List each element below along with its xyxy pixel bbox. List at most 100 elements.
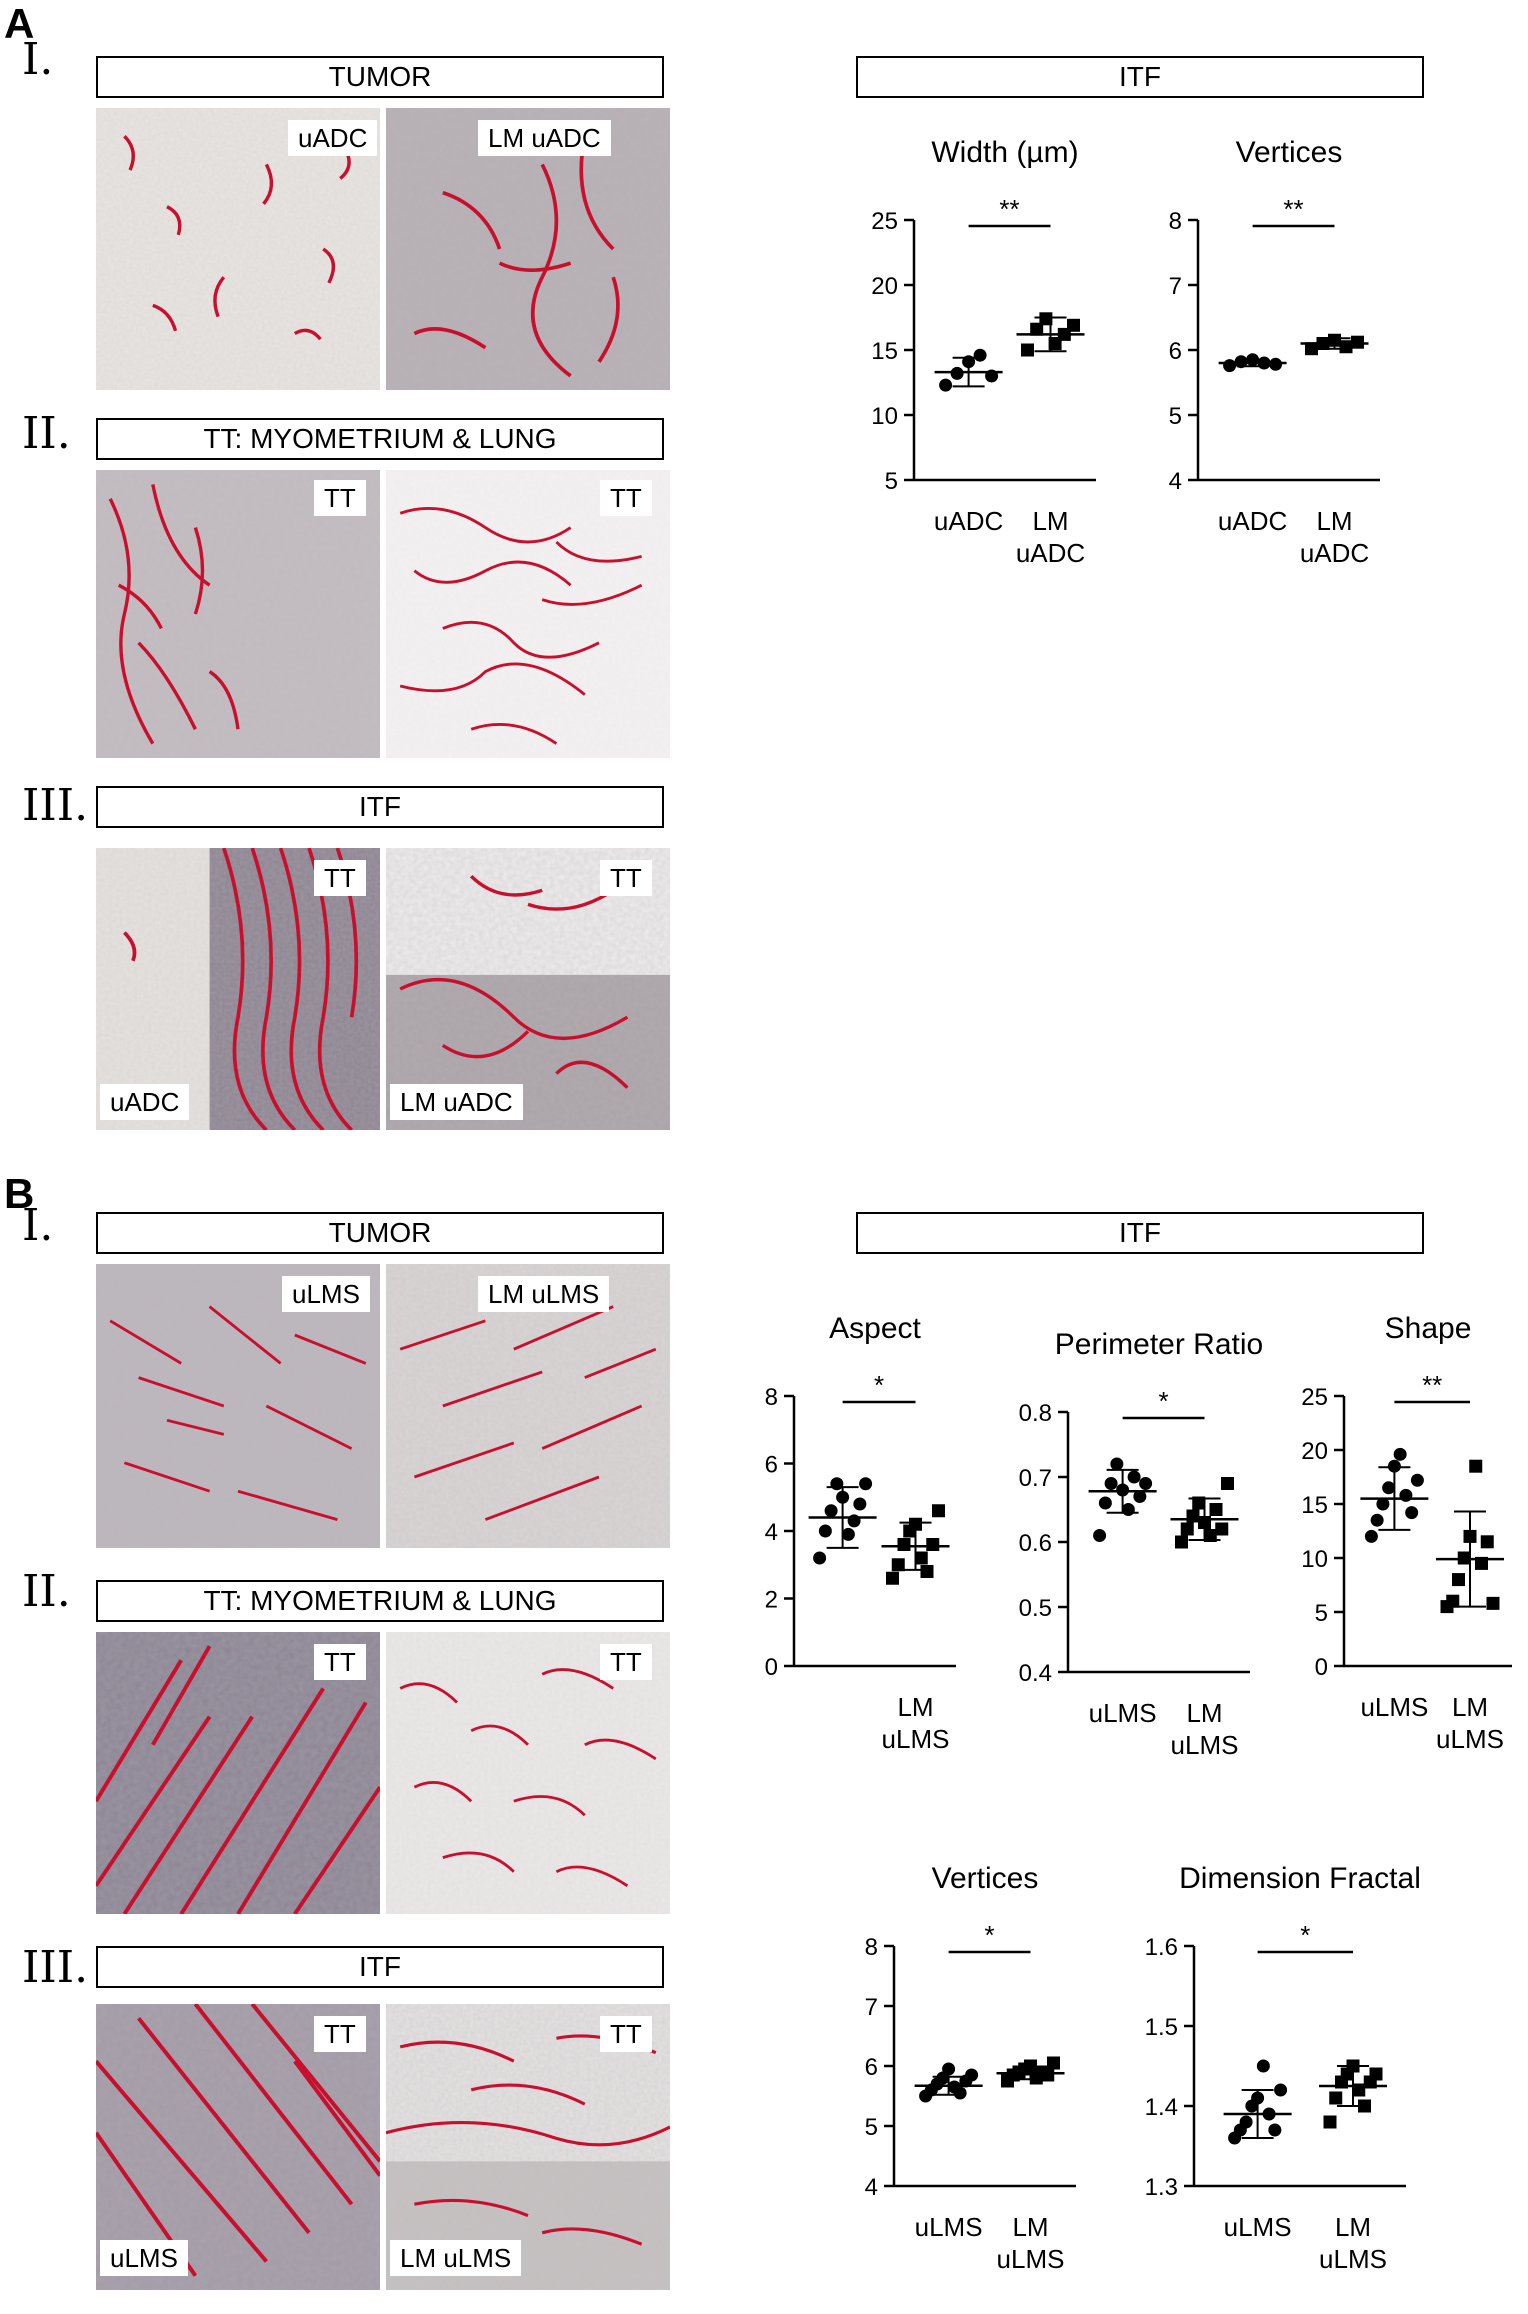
x-category-label: uLMS: [915, 2212, 983, 2242]
x-category-label: uLMS: [1436, 1724, 1504, 1754]
data-point: [1024, 2059, 1037, 2073]
row-header-tt: TT: MYOMETRIUM & LUNG: [96, 418, 664, 460]
data-point: [1133, 1490, 1147, 1503]
data-point: [942, 2062, 956, 2076]
data-point: [1469, 1459, 1483, 1473]
chart-title: Vertices: [1236, 136, 1343, 169]
row-header-tumor: TUMOR: [96, 56, 664, 98]
label-lm-ulms: LM uLMS: [390, 2240, 522, 2276]
data-point: [920, 1565, 934, 1578]
row-numeral: III.: [22, 1942, 89, 1993]
x-category-label: LM: [1186, 1698, 1222, 1728]
row-header-tt: TT: MYOMETRIUM & LUNG: [96, 1580, 664, 1622]
x-category-label: uLMS: [1319, 2244, 1387, 2274]
data-point: [891, 1558, 905, 1572]
data-point: [1175, 1535, 1188, 1549]
x-category-label: LM: [1335, 2212, 1371, 2242]
y-tick-label: 0: [1315, 1654, 1328, 1681]
data-point: [1186, 1509, 1200, 1523]
panel-letter-a: A: [4, 0, 35, 47]
y-tick-label: 2: [765, 1587, 778, 1614]
x-category-label: uADC: [1300, 538, 1369, 568]
y-tick-label: 6: [865, 2054, 878, 2081]
y-tick-label: 15: [871, 338, 898, 365]
data-point: [841, 1527, 855, 1541]
y-tick-label: 0.4: [1019, 1660, 1052, 1687]
y-tick-label: 0.8: [1019, 1400, 1052, 1427]
data-point: [1274, 2083, 1288, 2097]
y-tick-label: 8: [765, 1384, 778, 1411]
row-header-itf: ITF: [96, 1946, 664, 1988]
x-category-label: LM: [897, 1692, 933, 1722]
x-category-label: uLMS: [1224, 2212, 1292, 2242]
significance-label: *: [984, 1920, 994, 1950]
chart-b-aspect: Aspect 0 2 4 6 8 LM uLMS *: [716, 1296, 966, 1786]
data-point: [1323, 2115, 1337, 2129]
row-numeral: II.: [22, 408, 71, 459]
data-point: [932, 1504, 945, 1518]
y-tick-label: 1.4: [1145, 2094, 1178, 2121]
data-point: [926, 1538, 940, 1551]
y-tick-label: 7: [865, 1994, 878, 2021]
label-uadc: uADC: [288, 120, 378, 156]
x-category-label: uLMS: [1360, 1692, 1428, 1722]
data-point: [1399, 1488, 1413, 1502]
chart-a-vertices: Vertices 4 5 6 7 8 uADC LM uADC **: [1120, 120, 1390, 600]
panel-letter-b: B: [4, 1170, 35, 1217]
data-point: [1269, 357, 1283, 371]
y-tick-label: 8: [865, 1934, 878, 1961]
charts-header-itf: ITF: [856, 56, 1424, 98]
data-point: [824, 1504, 838, 1518]
label-tt: TT: [600, 860, 652, 896]
data-point: [1446, 1594, 1460, 1608]
x-category-label: LM: [1012, 2212, 1048, 2242]
data-point: [1329, 2091, 1343, 2105]
x-category-label: uADC: [1016, 538, 1085, 568]
y-tick-label: 5: [885, 468, 898, 495]
label-ulms: uLMS: [100, 2240, 188, 2276]
data-point: [1239, 2115, 1253, 2129]
significance-label: *: [874, 1370, 884, 1400]
x-category-label: uADC: [1218, 506, 1287, 536]
label-lm-uadc: LM uADC: [390, 1084, 523, 1120]
y-tick-label: 0: [765, 1654, 778, 1681]
data-point: [1452, 1573, 1465, 1587]
row-numeral: III.: [22, 780, 89, 831]
data-point: [818, 1524, 832, 1538]
y-tick-label: 0.5: [1019, 1595, 1052, 1622]
y-tick-label: 6: [765, 1452, 778, 1479]
data-point: [1098, 1496, 1112, 1510]
y-tick-label: 0.7: [1019, 1465, 1052, 1492]
label-ulms: uLMS: [282, 1276, 370, 1312]
data-point: [1215, 1522, 1229, 1536]
data-point: [1234, 355, 1248, 369]
y-tick-label: 1.5: [1145, 2014, 1178, 2041]
y-tick-label: 20: [871, 273, 898, 300]
y-tick-label: 25: [871, 208, 898, 235]
label-tt: TT: [314, 2016, 366, 2052]
data-point: [1021, 343, 1034, 357]
label-lm-uadc: LM uADC: [478, 120, 611, 156]
data-point: [1256, 2059, 1270, 2073]
data-point: [1180, 1522, 1194, 1536]
significance-label: **: [1283, 194, 1303, 224]
y-tick-label: 4: [865, 2174, 878, 2201]
y-tick-label: 10: [871, 403, 898, 430]
row-header-itf: ITF: [96, 786, 664, 828]
label-tt: TT: [600, 480, 652, 516]
x-category-label: LM: [1452, 1692, 1488, 1722]
data-point: [1039, 312, 1053, 326]
label-tt: TT: [314, 860, 366, 896]
micrograph-tt-lung: [386, 1632, 670, 1914]
y-tick-label: 6: [1169, 338, 1182, 365]
data-point: [973, 348, 987, 362]
data-point: [813, 1551, 827, 1565]
data-point: [914, 1551, 928, 1565]
data-point: [1339, 340, 1353, 354]
label-tt: TT: [314, 480, 366, 516]
charts-header-itf: ITF: [856, 1212, 1424, 1254]
row-numeral: I.: [22, 34, 54, 85]
data-point: [1486, 1596, 1500, 1610]
label-tt: TT: [600, 2016, 652, 2052]
data-point: [1203, 1529, 1217, 1542]
